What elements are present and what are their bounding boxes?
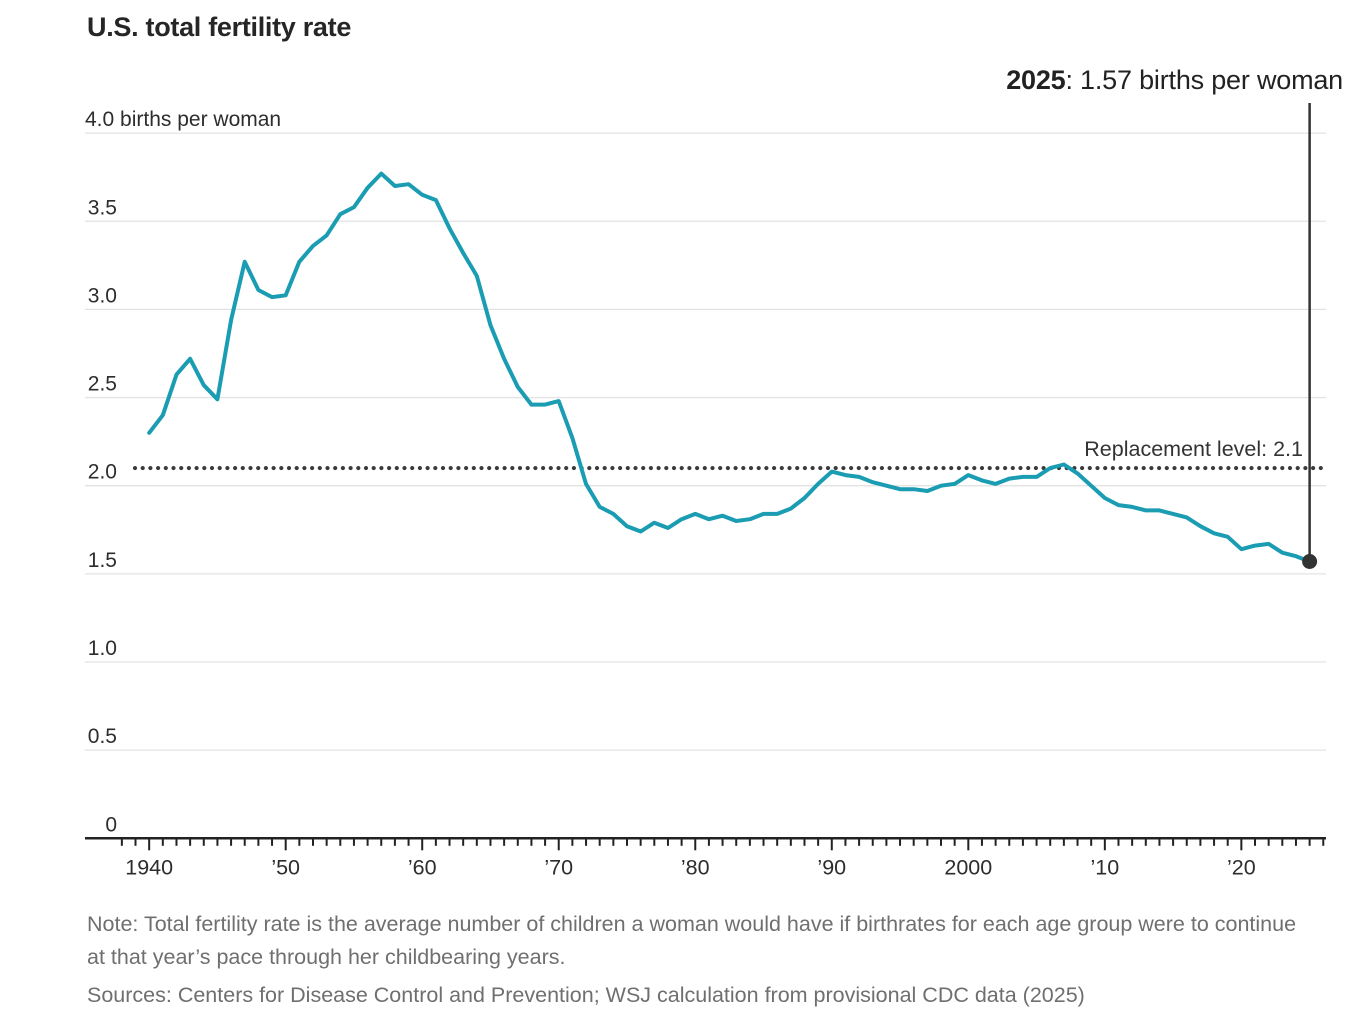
svg-text:’20: ’20 bbox=[1227, 855, 1256, 879]
svg-text:1940: 1940 bbox=[125, 855, 173, 879]
svg-text:’50: ’50 bbox=[271, 855, 300, 879]
y-axis-labels: 0 0.5 1.0 1.5 2.0 2.5 3.0 3.5 4.0 births per wom… bbox=[85, 108, 281, 836]
svg-text:’80: ’80 bbox=[681, 855, 710, 879]
sources-text: Sources: Centers for Disease Control and… bbox=[87, 983, 1085, 1007]
svg-text:2000: 2000 bbox=[944, 855, 992, 879]
endpoint-annotation-value: : 1.57 births per woman bbox=[1065, 65, 1343, 95]
svg-text:3.0: 3.0 bbox=[88, 284, 117, 307]
footnotes: Note: Total fertility rate is the averag… bbox=[87, 908, 1319, 1012]
svg-text:2.5: 2.5 bbox=[88, 373, 117, 396]
svg-text:4.0 births per woman: 4.0 births per woman bbox=[85, 108, 281, 131]
endpoint-annotation: 2025: 1.57 births per woman bbox=[0, 65, 1343, 96]
x-tick-labels: 1940 ’50 ’60 ’70 ’80 ’90 2000 ’10 ’20 bbox=[125, 855, 1255, 879]
svg-text:’90: ’90 bbox=[817, 855, 846, 879]
x-axis bbox=[85, 837, 1326, 851]
svg-text:’10: ’10 bbox=[1090, 855, 1119, 879]
svg-text:2.0: 2.0 bbox=[88, 461, 117, 484]
replacement-level-label: Replacement level: 2.1 bbox=[1084, 437, 1303, 461]
svg-text:3.5: 3.5 bbox=[88, 196, 117, 219]
y-gridlines bbox=[85, 132, 1326, 751]
series-line bbox=[147, 171, 1312, 564]
endpoint-annotation-year: 2025 bbox=[1006, 65, 1066, 95]
chart-title: U.S. total fertility rate bbox=[87, 12, 352, 42]
note-text: Note: Total fertility rate is the averag… bbox=[87, 912, 1297, 969]
endpoint-marker bbox=[1302, 554, 1318, 570]
svg-text:0.5: 0.5 bbox=[88, 725, 117, 748]
svg-text:1.0: 1.0 bbox=[88, 637, 117, 660]
svg-text:’60: ’60 bbox=[408, 855, 437, 879]
svg-text:0: 0 bbox=[105, 813, 117, 836]
svg-text:’70: ’70 bbox=[544, 855, 573, 879]
svg-text:1.5: 1.5 bbox=[88, 549, 117, 572]
